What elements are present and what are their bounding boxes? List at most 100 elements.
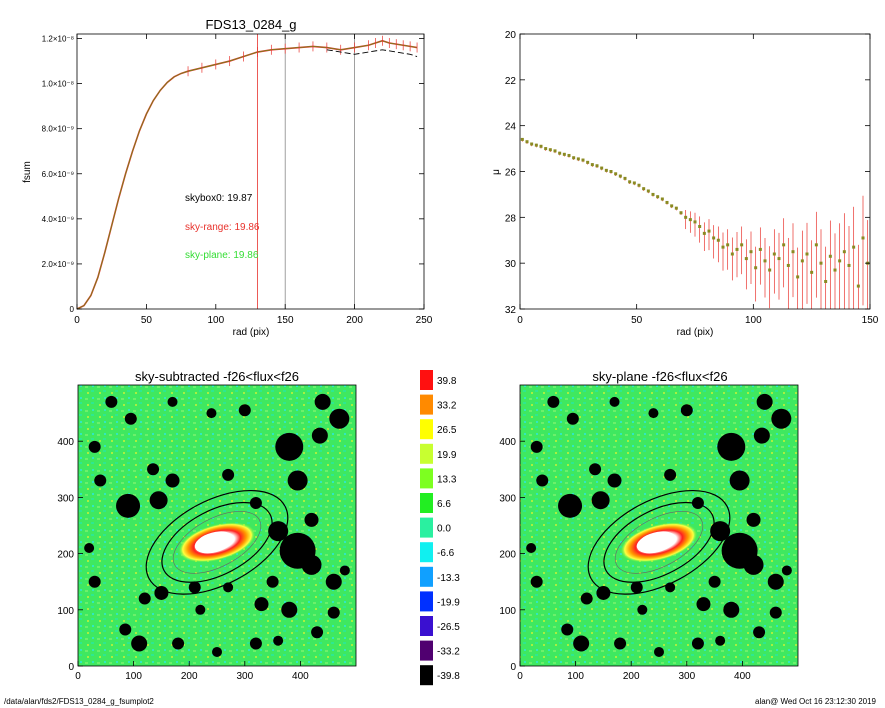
masked-source [767,573,784,590]
data-point [637,183,641,187]
data-point [740,243,744,247]
data-point [744,257,748,261]
colorbar-label: 33.2 [437,401,457,412]
masked-source [325,573,342,590]
data-point [810,270,814,274]
data-point [674,206,678,210]
data-point [572,156,576,160]
masked-source [723,601,740,618]
fsum-plot-ylabel: fsum [22,161,33,183]
data-point [796,275,800,279]
colorbar-label: -33.2 [437,647,460,658]
fsum-curve-inner [76,40,418,310]
y-tick-label: 0 [68,662,74,673]
y-tick-label: 1.2×10⁻⁸ [42,35,74,44]
masked-source [154,585,169,600]
data-point [530,142,534,146]
colorbar-swatch [420,542,433,563]
colorbar-swatch [420,616,433,636]
masked-source [654,646,664,657]
masked-source [609,396,620,407]
masked-source [105,395,118,408]
masked-source [124,412,137,425]
data-point [618,174,622,178]
y-tick-label: 30 [505,259,517,270]
y-tick-label: 8.0×10⁻⁹ [42,125,74,134]
aperture-ellipse [145,489,289,595]
footer-path: /data/alan/fds2/FDS13_0284_g_fsumplot2 [4,697,154,706]
masked-source [206,408,217,419]
masked-source [131,635,148,652]
masked-source [753,626,766,639]
data-point [544,147,548,151]
colorbar-label: -26.5 [437,622,460,633]
fsum-plot-xlabel: rad (pix) [233,327,270,338]
masked-source [664,468,677,481]
masked-source [149,491,168,510]
masked-source [561,623,574,636]
x-tick-label: 250 [416,315,433,326]
y-tick-label: 22 [505,76,517,87]
masked-source [223,582,234,593]
masked-source [138,592,151,605]
masked-source [88,440,101,453]
masked-source [596,585,611,600]
masked-source [729,470,750,491]
masked-source [268,521,289,542]
aperture-ellipse [614,511,704,574]
data-point [562,152,566,156]
masked-source [304,512,319,527]
colorbar-swatch [420,665,433,686]
data-point [856,284,860,288]
masked-source [88,575,101,588]
data-point [833,268,837,272]
data-point [600,166,604,170]
data-point [782,243,786,247]
y-tick-label: 6.0×10⁻⁹ [42,170,74,179]
data-point [614,172,618,176]
colorbar-swatch [420,591,433,612]
sky-plane-frame [519,384,799,667]
data-point [520,137,524,141]
data-point [702,231,706,235]
annotation: skybox0: 19.87 [185,193,253,204]
data-point [534,143,538,147]
data-point [852,245,856,249]
aperture-ellipse [172,511,262,574]
x-tick-label: 100 [207,315,224,326]
masked-source [188,581,201,594]
data-point [553,149,557,153]
masked-source [715,635,726,646]
masked-source [536,474,549,487]
data-point [824,280,828,283]
data-point [772,252,776,256]
masked-source [526,542,537,553]
x-tick-label: 100 [125,671,142,682]
y-tick-label: 20 [505,30,517,41]
masked-source [530,440,543,453]
masked-source [94,474,107,487]
x-tick-label: 100 [745,315,762,326]
masked-source [119,623,132,636]
masked-source [746,512,761,527]
colorbar-label: -19.9 [437,597,460,608]
colorbar-swatch [420,443,433,464]
data-point [581,158,585,162]
data-point [595,164,599,168]
masked-source [172,637,185,650]
data-point [707,229,711,233]
data-point [590,163,594,167]
sky-plane-title: sky-plane -f26<flux<f26 [592,369,727,384]
y-tick-label: 0 [510,662,516,673]
colorbar-swatch [420,640,433,661]
data-point [576,157,580,161]
masked-source [614,637,627,650]
masked-source [167,396,178,407]
masked-source [573,635,590,652]
y-tick-label: 32 [505,305,517,316]
masked-source [327,606,340,619]
data-point [567,153,571,157]
fsum-plot: FDS13_0284_g rad (pix) fsum skybox0: 19.… [22,17,433,338]
masked-source [329,408,350,429]
